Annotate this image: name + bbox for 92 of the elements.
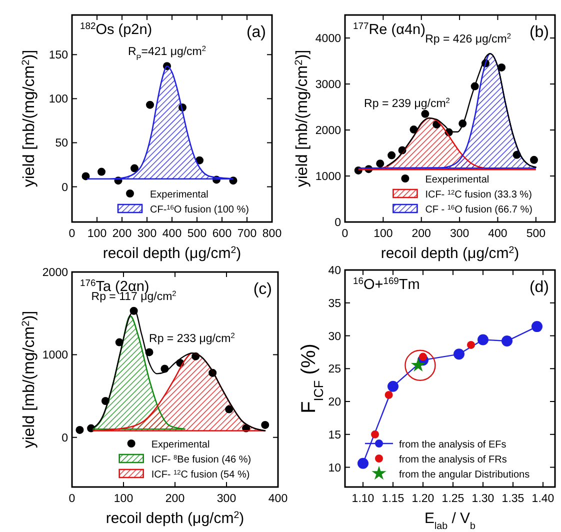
chart-title: $^{177}$Re (α4n) bbox=[353, 20, 426, 38]
legend-label: ICF- $^{12}$C fusion (33.3 %) bbox=[425, 189, 532, 200]
x-tick-label: 400 bbox=[162, 228, 182, 240]
x-tick-label: 200 bbox=[112, 228, 132, 240]
y-tick-label: 2000 bbox=[42, 267, 68, 279]
legend-label: CF - $^{16}$O fusion (66.7 %) bbox=[425, 204, 532, 216]
y-tick-label: 100 bbox=[48, 94, 68, 106]
point bbox=[225, 405, 234, 414]
legend-label: CF-$^{16}$O fusion (100 %) bbox=[150, 204, 249, 216]
point bbox=[502, 336, 512, 347]
y-tick-label: 30 bbox=[328, 330, 341, 343]
point bbox=[388, 151, 396, 160]
x-tick-label: 100 bbox=[374, 228, 393, 240]
point bbox=[467, 340, 475, 349]
point bbox=[532, 321, 542, 332]
annotation: Rp = 239 μg/cm$^{2}$ bbox=[364, 96, 450, 110]
x-tick-label: 300 bbox=[450, 228, 470, 240]
point bbox=[76, 426, 84, 434]
legend-label: Eexperimental bbox=[425, 174, 490, 186]
point bbox=[530, 156, 538, 164]
annotation: Rp = 426 μg/cm$^{2}$ bbox=[425, 31, 512, 46]
annotation: (b) bbox=[529, 24, 549, 41]
x-axis-title: E$_{lab}$ / V$_{b}$ bbox=[424, 510, 476, 532]
x-tick-label: 1.20 bbox=[412, 493, 434, 505]
x-tick-label: 200 bbox=[412, 228, 431, 240]
point bbox=[130, 164, 138, 172]
x-tick-label: 1.15 bbox=[382, 493, 404, 505]
y-tick-label: 35 bbox=[328, 298, 341, 310]
x-tick-label: 100 bbox=[87, 228, 107, 240]
x-tick-label: 1.40 bbox=[532, 493, 554, 505]
y-tick-label: 2000 bbox=[315, 125, 341, 137]
legend-label: ICF- $^{12}$C fusion (54 %) bbox=[151, 469, 250, 480]
point bbox=[82, 172, 90, 180]
y-tick-label: 20 bbox=[328, 396, 341, 409]
x-tick-label: 400 bbox=[488, 228, 508, 240]
legend-label: Experimental bbox=[150, 190, 208, 200]
annotation: Rp = 233 μg/cm$^{2}$ bbox=[149, 330, 235, 346]
point bbox=[98, 168, 106, 176]
point bbox=[146, 100, 154, 109]
annotation: (c) bbox=[253, 281, 272, 298]
y-tick-label: 4000 bbox=[315, 33, 341, 45]
y-tick-label: 1000 bbox=[315, 171, 341, 183]
x-axis-title: recoil depth (μg/cm$^{2}$) bbox=[102, 244, 242, 262]
x-tick-label: 300 bbox=[216, 493, 236, 505]
chart-title: $^{16}$O+$^{169}$Tm bbox=[353, 274, 420, 293]
point bbox=[454, 348, 464, 360]
y-tick-label: 150 bbox=[48, 50, 68, 62]
point bbox=[388, 380, 398, 392]
legend-label: from the analysis of FRs bbox=[399, 454, 507, 466]
point bbox=[498, 63, 506, 72]
x-tick-label: 1.10 bbox=[352, 493, 374, 505]
point bbox=[478, 334, 488, 346]
y-tick-label: 15 bbox=[328, 429, 341, 442]
y-tick-label: 50 bbox=[55, 138, 68, 150]
point bbox=[358, 458, 368, 469]
y-tick-label: 0 bbox=[62, 432, 68, 444]
y-tick-label: 0 bbox=[334, 217, 341, 229]
point bbox=[261, 420, 270, 429]
point bbox=[384, 390, 393, 399]
legend-label: Experimental bbox=[151, 440, 210, 450]
x-tick-label: 1.35 bbox=[502, 493, 524, 505]
x-tick-label: 400 bbox=[268, 493, 288, 505]
point bbox=[376, 160, 384, 168]
legend-label: from the angular Distributions bbox=[399, 470, 530, 480]
y-tick-label: 3000 bbox=[315, 79, 341, 91]
point bbox=[421, 110, 430, 118]
y-tick-label: 25 bbox=[328, 364, 341, 376]
y-tick-label: 10 bbox=[328, 462, 341, 474]
x-axis-title: recoil depth (μg/cm$^{2}$) bbox=[106, 510, 244, 527]
x-tick-label: 1.30 bbox=[472, 493, 494, 505]
x-tick-label: 700 bbox=[237, 228, 257, 240]
point bbox=[371, 430, 379, 438]
y-tick-label: 40 bbox=[328, 265, 341, 277]
annotation: (a) bbox=[246, 24, 266, 41]
point bbox=[419, 352, 427, 361]
y-tick-label: 1000 bbox=[42, 350, 68, 362]
x-tick-label: 200 bbox=[165, 493, 185, 505]
x-tick-label: 500 bbox=[526, 228, 546, 240]
x-tick-label: 800 bbox=[262, 228, 282, 240]
x-tick-label: 0 bbox=[342, 228, 348, 240]
legend-label: ICF- $^{8}$Be fusion (46 %) bbox=[151, 454, 252, 466]
x-tick-label: 1.25 bbox=[442, 493, 464, 505]
y-tick-label: 0 bbox=[62, 182, 68, 194]
annotation: R$_{P}$=421 μg/cm$^{2}$ bbox=[128, 44, 206, 62]
x-axis-title: recoil depth (μg/cm$^{2}$) bbox=[380, 244, 520, 262]
chart-title: $^{182}$Os (p2n) bbox=[80, 20, 152, 38]
x-tick-label: 500 bbox=[187, 228, 207, 240]
x-tick-label: 300 bbox=[137, 228, 157, 240]
x-tick-label: 600 bbox=[212, 228, 232, 240]
legend-label: from the analysis of EFs bbox=[399, 440, 506, 450]
x-tick-label: 100 bbox=[114, 493, 134, 505]
annotation: (d) bbox=[529, 279, 549, 296]
